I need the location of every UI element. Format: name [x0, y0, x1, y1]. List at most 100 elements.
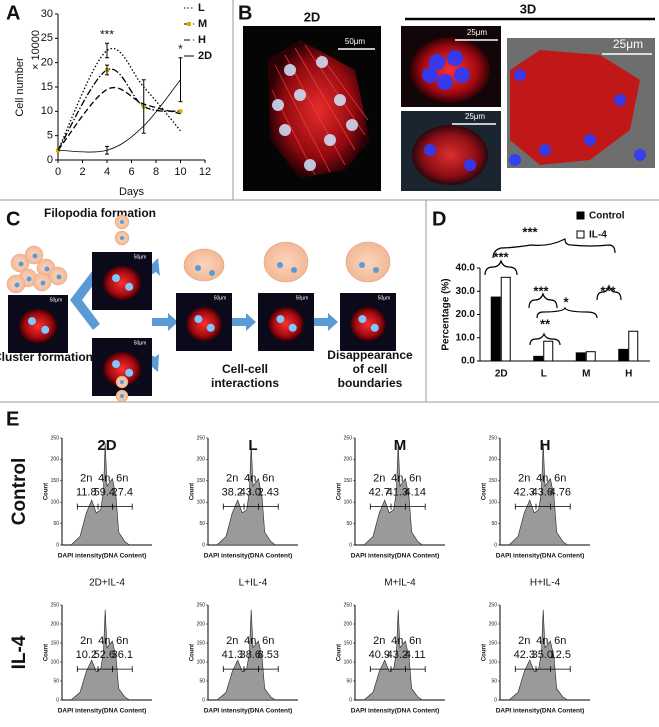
marker	[178, 109, 183, 114]
cartoon-nucleus	[44, 266, 50, 272]
panel-label: D	[432, 208, 446, 230]
gate-percent: 2.43	[258, 487, 279, 499]
gate-percent: 4.14	[405, 487, 426, 499]
gate-percent: 43.0	[240, 487, 261, 499]
scale-bar-label: 50μm	[378, 295, 391, 301]
gate-label: 2n	[80, 635, 92, 647]
nucleus	[112, 274, 120, 283]
row-label: Control	[9, 458, 30, 526]
bar	[500, 276, 511, 362]
gate-label: 4n	[536, 635, 548, 647]
legend-swatch	[576, 211, 585, 220]
gate-percent: 40.9	[369, 649, 390, 661]
step-label-group: Cell-cell interactions	[211, 362, 279, 390]
significance: ***	[493, 249, 509, 264]
x-axis-label: DAPI intensity(DNA Content)	[351, 553, 440, 560]
significance: ***	[533, 283, 549, 298]
y-tick-label: 250	[197, 602, 206, 608]
y-tick-label: 0.0	[461, 356, 475, 367]
column-header: L	[248, 437, 257, 454]
y-tick-label: 100	[344, 500, 353, 506]
gate-percent: 42.7	[369, 487, 390, 499]
y-tick-label: 200	[489, 621, 498, 627]
y-tick-label: 200	[344, 621, 353, 627]
y-tick-label: 200	[344, 457, 353, 463]
bracket	[596, 284, 622, 301]
gate-label: 2n	[518, 635, 530, 647]
gate-percent: 11.8	[76, 487, 97, 499]
nucleus	[539, 144, 551, 156]
bracket	[492, 238, 616, 259]
y-tick-label: 50	[346, 521, 352, 527]
plot-title: H+IL-4	[530, 578, 561, 589]
x-tick-label: 2	[79, 166, 85, 178]
gate-label: 6n	[409, 635, 421, 647]
line	[57, 79, 181, 153]
gate-label: 2n	[373, 473, 385, 485]
bracket	[528, 292, 558, 309]
legend-label: Control	[589, 211, 625, 222]
nucleus	[514, 69, 526, 81]
gate-label: 2n	[80, 473, 92, 485]
x-axis-label: DAPI intensity(DNA Content)	[496, 708, 585, 715]
thumbnail-cell	[350, 306, 386, 342]
cartoon-nucleus	[32, 253, 38, 259]
cartoon-cell	[345, 241, 391, 283]
row-label: IL-4	[9, 635, 30, 669]
y-tick-label: 50	[491, 678, 497, 684]
bracket	[484, 259, 518, 276]
gate-label: 6n	[554, 635, 566, 647]
x-tick-label: 4	[104, 166, 110, 178]
y-tick-label: 0	[494, 542, 497, 548]
y-tick-label: 100	[197, 659, 206, 665]
plot-title: M+IL-4	[384, 578, 416, 589]
cartoon-nucleus	[209, 270, 215, 276]
x-axis-label: DAPI intensity(DNA Content)	[351, 708, 440, 715]
legend-label: 2D	[198, 50, 212, 62]
gate-range	[222, 666, 279, 673]
line	[57, 87, 181, 151]
nucleus	[125, 368, 134, 377]
x-tick-label: L	[541, 369, 547, 380]
cartoon-nucleus	[291, 267, 297, 273]
gate-percent: 10.2	[76, 649, 97, 661]
histogram-shape	[508, 443, 569, 546]
nucleus	[584, 134, 596, 146]
gate-label: 6n	[116, 473, 128, 485]
histogram-shape	[216, 609, 277, 701]
nucleus	[424, 144, 436, 156]
y-tick-label: 0	[202, 697, 205, 703]
thumbnail-cell	[102, 265, 142, 301]
arrow	[152, 313, 178, 331]
cartoon-nucleus	[120, 236, 124, 240]
histogram-shape	[70, 443, 131, 546]
nuclei	[272, 50, 646, 171]
gate-range	[369, 666, 426, 673]
y-tick-label: 100	[489, 500, 498, 506]
x-tick-label: 12	[199, 166, 211, 178]
y-axis-label: Count	[482, 644, 488, 661]
y-tick-label: 250	[51, 602, 60, 608]
significance: ***	[100, 27, 114, 41]
y-axis-label: Count	[190, 644, 196, 661]
axis	[57, 14, 205, 161]
column-header: 2D	[97, 437, 116, 454]
cartoon-nucleus	[18, 261, 24, 267]
thumbnail-cell	[186, 306, 222, 342]
gate-percent: 27.4	[112, 487, 133, 499]
scale-bar-label: 50μm	[296, 295, 309, 301]
line	[57, 47, 181, 151]
gate-percent: 12.5	[550, 649, 571, 661]
bar	[490, 296, 501, 362]
nucleus	[437, 74, 453, 90]
y-tick-label: 20	[41, 57, 53, 69]
significance: *	[563, 294, 569, 309]
gate-label: 6n	[554, 473, 566, 485]
nucleus	[358, 315, 367, 324]
nucleus	[125, 282, 134, 291]
panel-label: B	[238, 2, 252, 24]
y-tick-label: 15	[41, 81, 53, 93]
y-tick-label: 200	[51, 621, 60, 627]
histogram-shape	[363, 443, 424, 546]
arrow	[312, 313, 338, 331]
